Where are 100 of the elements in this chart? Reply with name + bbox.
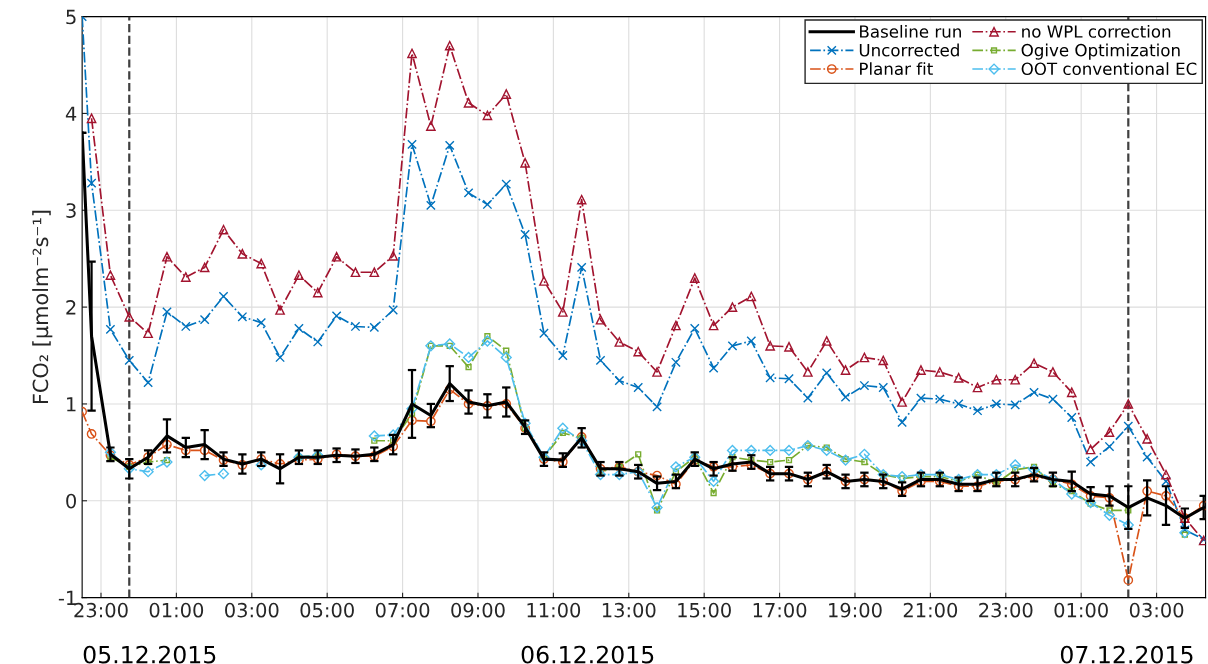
point [465, 364, 472, 371]
point [368, 430, 380, 442]
x-tick-label: 23:00 [979, 602, 1033, 618]
x-tick-label: 07:00 [375, 602, 430, 618]
point [539, 276, 549, 286]
x-tick-label: 01:00 [1054, 602, 1108, 618]
y-tick-label: 0 [66, 493, 76, 509]
point [105, 270, 116, 281]
point [123, 463, 135, 475]
point [484, 333, 491, 340]
point [1048, 367, 1058, 377]
point [124, 311, 135, 322]
point [746, 291, 757, 302]
point [671, 320, 681, 331]
point [482, 110, 493, 121]
point [633, 346, 644, 357]
point [462, 351, 475, 364]
x-tick-label: 23:00 [74, 602, 128, 618]
y-tick-label: -1 [58, 590, 76, 605]
x-tick-label: 15:00 [678, 602, 731, 618]
point [1085, 444, 1096, 455]
point [199, 469, 211, 482]
point [651, 501, 663, 514]
point [217, 468, 230, 480]
point [501, 89, 512, 99]
point [934, 367, 945, 377]
legend-label: no WPL correction [1022, 24, 1171, 38]
text: 07.12.2015 [1060, 645, 1193, 664]
point [916, 365, 926, 375]
point [840, 365, 851, 375]
point [481, 335, 494, 347]
legend-label: Planar fit [860, 62, 933, 76]
point [256, 258, 267, 269]
point [689, 273, 700, 283]
point [1161, 469, 1171, 480]
point [1142, 433, 1153, 444]
point [559, 429, 566, 437]
point [218, 224, 229, 235]
point [331, 251, 342, 262]
point [162, 251, 172, 262]
point [1103, 509, 1116, 521]
point [878, 355, 889, 366]
point [350, 267, 361, 278]
point [727, 302, 738, 312]
point [821, 444, 833, 457]
point [785, 456, 793, 464]
point [708, 320, 719, 331]
legend-label: OOT conventional EC [1021, 62, 1197, 76]
point [1066, 387, 1077, 398]
legend-label: Uncorrected [859, 43, 959, 57]
point [1123, 399, 1134, 409]
point [1010, 374, 1021, 385]
point [783, 444, 795, 457]
x-tick-label: 01:00 [149, 602, 204, 618]
point [463, 97, 474, 108]
point [161, 456, 173, 468]
point [371, 437, 378, 444]
point [764, 444, 776, 457]
point [652, 367, 662, 377]
y-tick-label: 2 [66, 300, 76, 315]
y-axis-title: FCO₂ [μmolm⁻²s⁻¹] [32, 210, 53, 404]
y-tick-label: 4 [65, 106, 77, 121]
point [142, 466, 154, 478]
point [180, 272, 191, 282]
text: 05.12.2015 [83, 645, 216, 664]
point [86, 113, 97, 124]
point [557, 307, 568, 317]
point [312, 287, 323, 298]
point [972, 382, 983, 393]
point [897, 397, 907, 407]
legend-label: Ogive Optimization [1021, 43, 1180, 60]
point [407, 48, 417, 59]
point [503, 347, 510, 354]
point [1029, 358, 1039, 369]
point [710, 489, 717, 497]
x-tick-label: 21:00 [903, 602, 958, 618]
point [557, 422, 569, 434]
point [1104, 427, 1115, 437]
point [595, 314, 606, 325]
x-tick-label: 03:00 [225, 602, 279, 618]
x-tick-label: 13:00 [602, 602, 656, 618]
point [1125, 507, 1132, 514]
y-tick-label: 1 [67, 397, 76, 412]
point [576, 194, 587, 205]
point [784, 341, 794, 352]
point [163, 456, 171, 464]
x-tick-label: 03:00 [1129, 602, 1184, 618]
x-tick-label: 19:00 [829, 602, 882, 618]
point [861, 458, 868, 466]
point [991, 374, 1002, 385]
point [444, 40, 455, 51]
point [858, 448, 871, 460]
point [199, 262, 210, 273]
point [388, 250, 399, 261]
y-tick-label: 3 [66, 203, 76, 218]
x-tick-label: 17:00 [753, 602, 807, 618]
point [821, 336, 832, 346]
point [104, 446, 117, 458]
x-tick-label: 11:00 [527, 602, 581, 618]
point [802, 367, 813, 377]
